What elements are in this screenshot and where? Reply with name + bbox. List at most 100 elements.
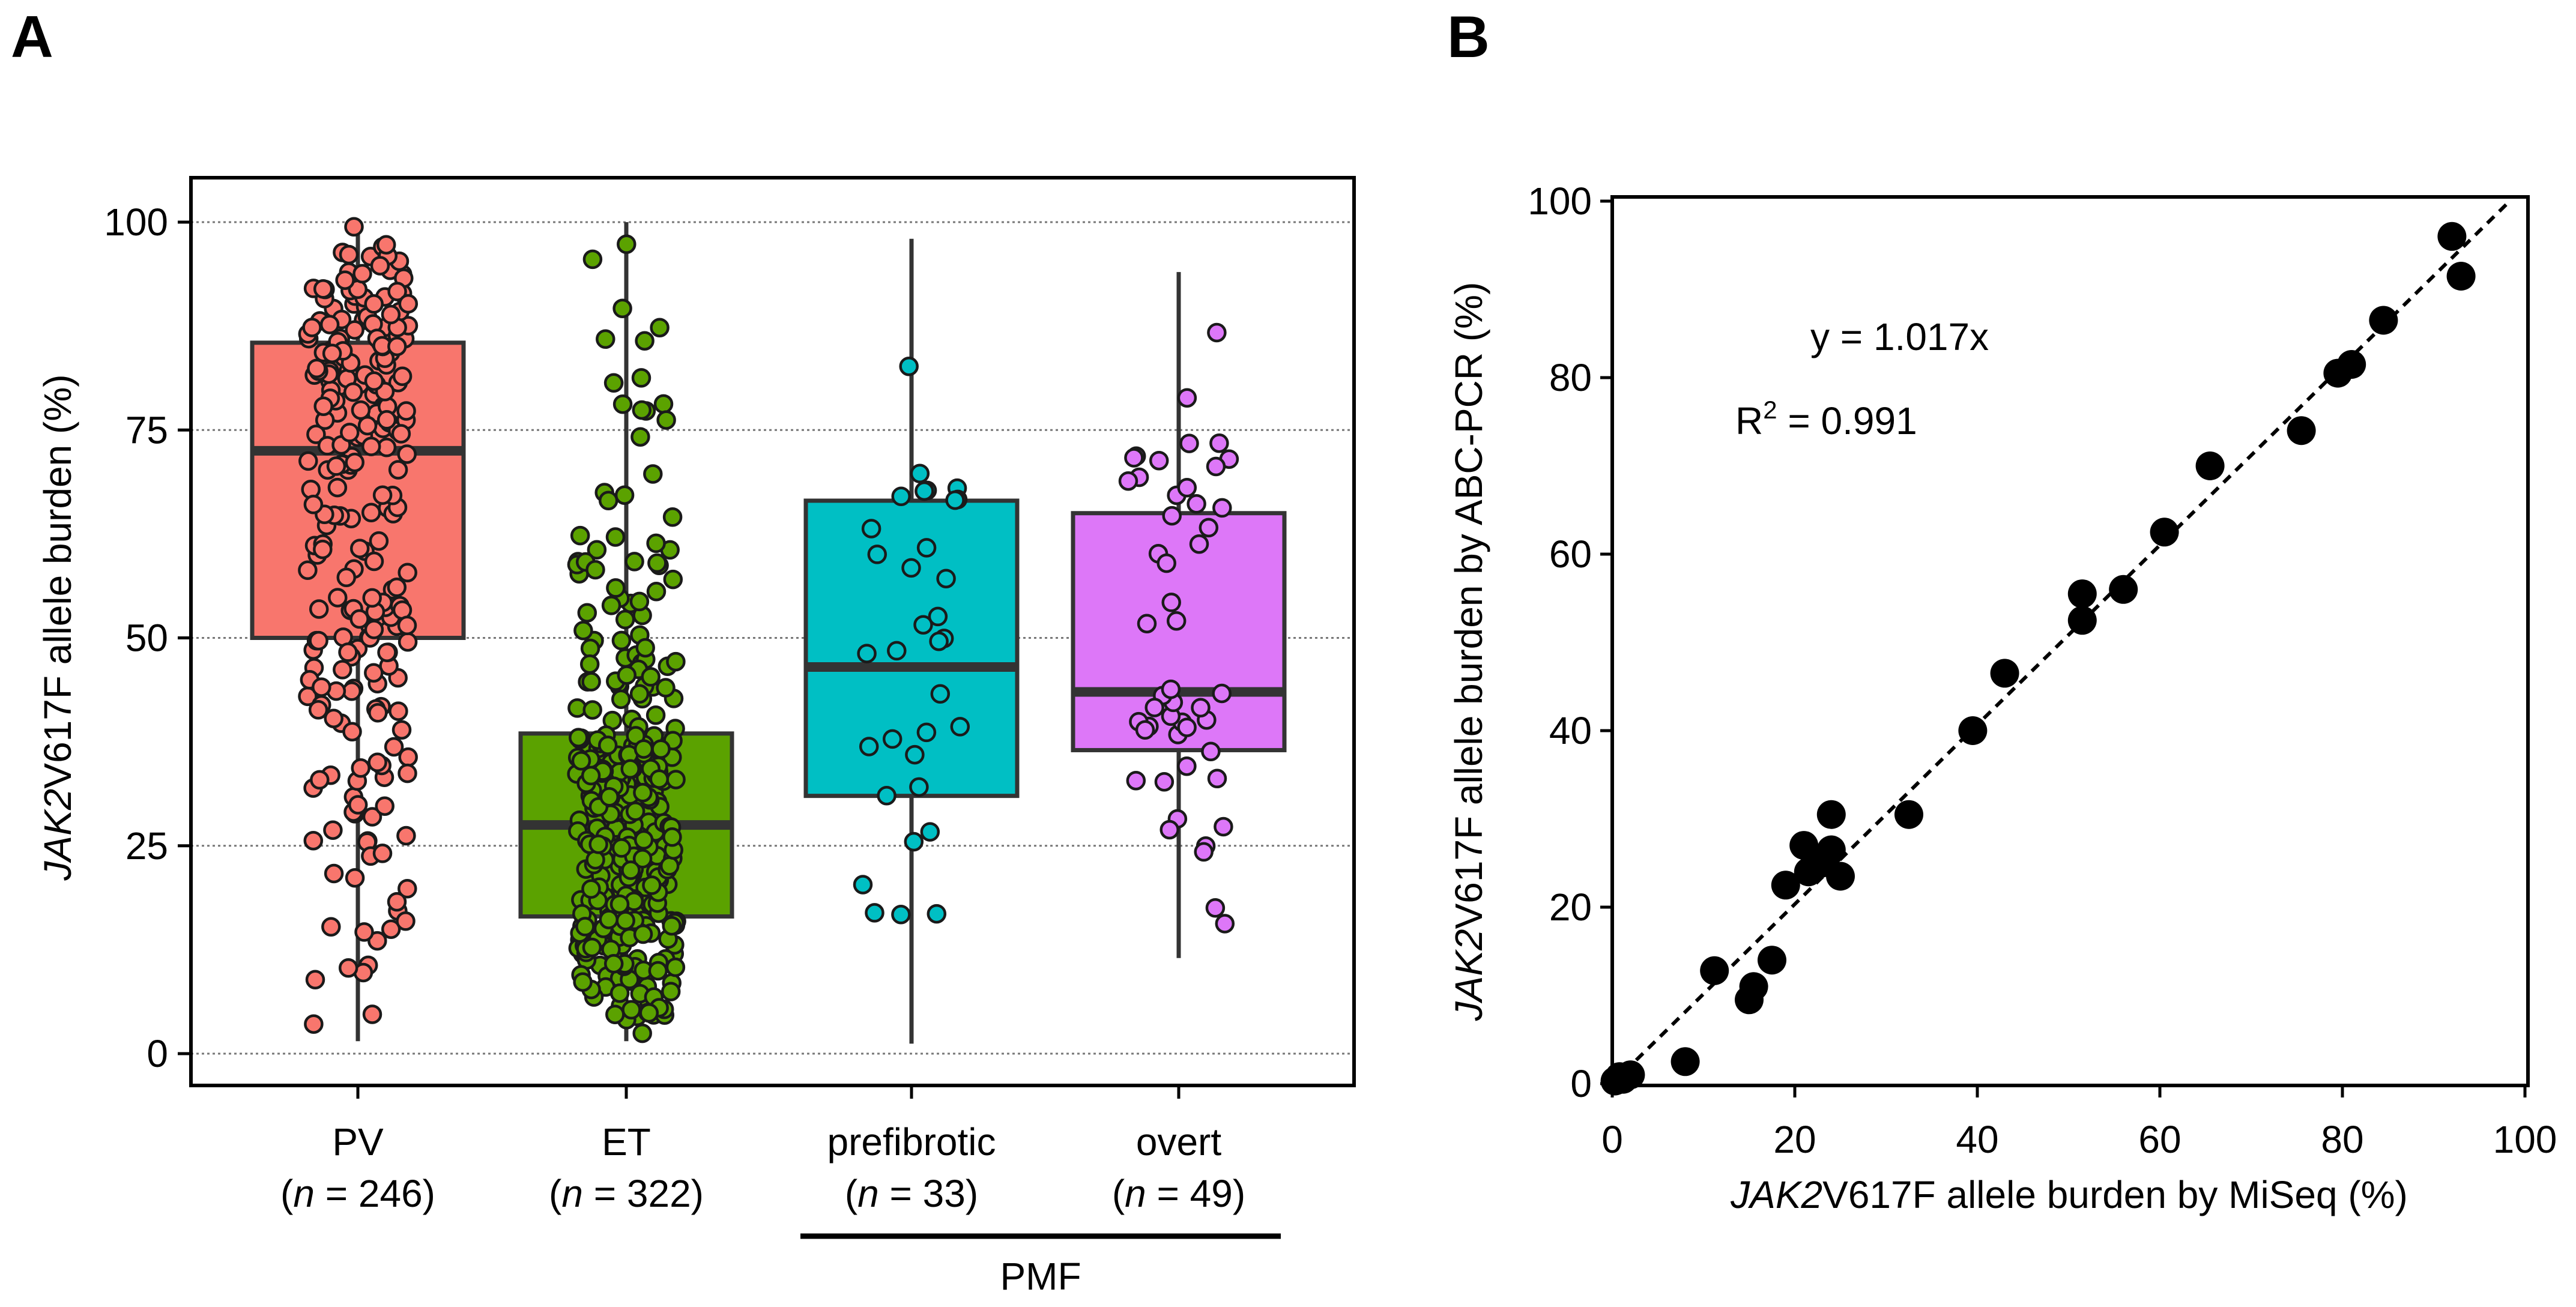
- a-data-point: [372, 844, 393, 863]
- a-data-point: [1194, 842, 1214, 862]
- a-data-point: [609, 894, 630, 914]
- b-x-tick-label: 100: [2493, 1118, 2557, 1161]
- a-data-point: [611, 838, 632, 858]
- a-points-overt: [1118, 322, 1239, 934]
- a-data-point: [312, 677, 331, 697]
- b-data-point: [1670, 1047, 1700, 1076]
- a-data-point: [349, 609, 369, 629]
- a-data-point: [588, 835, 608, 854]
- a-data-point: [1212, 498, 1232, 518]
- a-data-point: [338, 958, 358, 978]
- a-data-point: [581, 765, 601, 786]
- a-data-point: [659, 856, 680, 876]
- a-data-point: [631, 368, 652, 388]
- a-data-point: [899, 356, 919, 376]
- a-data-point: [915, 481, 934, 501]
- a-y-ticks: 0 25 50 75 100: [104, 201, 191, 1075]
- b-data-point: [2287, 416, 2316, 445]
- a-data-point: [598, 491, 618, 511]
- a-data-point: [648, 961, 668, 981]
- a-data-point: [621, 860, 641, 880]
- a-data-point: [389, 701, 408, 721]
- a-data-point: [362, 1004, 382, 1024]
- a-data-point: [605, 527, 626, 547]
- a-data-point: [336, 567, 357, 588]
- a-data-point: [930, 684, 951, 704]
- a-data-point: [612, 394, 633, 414]
- a-data-point: [1189, 534, 1209, 554]
- a-data-point: [585, 560, 605, 580]
- a-data-point: [396, 401, 416, 421]
- a-data-point: [398, 563, 417, 583]
- b-data-point: [2369, 306, 2398, 335]
- b-y-axis-label: JAK2V617F allele burden by ABC-PCR (%): [1447, 282, 1490, 1022]
- a-data-point: [901, 558, 921, 578]
- a-data-point: [569, 728, 588, 747]
- a-x-category-count: (n = 49): [1112, 1172, 1245, 1215]
- a-data-point: [642, 875, 662, 895]
- a-data-point: [599, 910, 619, 929]
- a-data-point: [376, 235, 396, 255]
- a-data-point: [891, 486, 911, 507]
- a-data-point: [913, 615, 933, 635]
- a-data-point: [375, 796, 395, 816]
- a-data-point: [1214, 816, 1233, 837]
- b-data-point: [2446, 262, 2476, 291]
- a-data-point: [904, 832, 924, 852]
- a-data-point: [1206, 456, 1226, 477]
- a-data-point: [629, 591, 650, 612]
- a-data-point: [646, 705, 666, 725]
- a-data-point: [927, 904, 947, 924]
- a-data-point: [603, 373, 624, 393]
- a-data-point: [1207, 768, 1227, 789]
- a-data-point: [611, 630, 632, 651]
- a-data-point: [322, 343, 342, 363]
- a-data-point: [605, 1004, 625, 1024]
- a-data-point: [351, 758, 370, 778]
- a-data-point: [577, 603, 597, 623]
- b-data-point: [1958, 716, 1988, 745]
- a-data-point: [603, 953, 624, 974]
- b-data-point: [1816, 800, 1846, 829]
- a-y-axis-label: JAK2V617F allele burden (%): [36, 374, 79, 881]
- a-data-point: [905, 744, 925, 765]
- a-data-point: [950, 717, 970, 737]
- a-data-point: [345, 452, 364, 472]
- a-data-point: [662, 827, 682, 847]
- a-data-point: [653, 394, 674, 414]
- a-data-point: [302, 318, 322, 337]
- a-data-point: [310, 770, 330, 790]
- a-data-point: [368, 703, 388, 723]
- a-data-point: [632, 400, 652, 420]
- a-data-point: [309, 599, 329, 619]
- a-data-point: [345, 868, 365, 888]
- b-data-point: [2337, 350, 2366, 379]
- b-data-point: [1700, 956, 1729, 985]
- a-y-tick-label: 75: [125, 408, 168, 451]
- b-x-tick-label: 60: [2138, 1118, 2181, 1161]
- a-data-point: [298, 451, 318, 471]
- b-y-tick-label: 100: [1528, 180, 1592, 223]
- a-data-point: [650, 318, 670, 337]
- a-data-point: [916, 538, 937, 558]
- a-data-point: [1177, 478, 1197, 498]
- a-data-point: [1124, 448, 1144, 468]
- a-box-PV: [250, 222, 466, 1042]
- a-data-point: [396, 911, 416, 931]
- a-data-point: [570, 525, 590, 546]
- a-data-point: [391, 424, 411, 444]
- a-data-point: [397, 615, 417, 636]
- a-x-category-count: (n = 246): [280, 1172, 435, 1215]
- a-data-point: [647, 553, 667, 573]
- a-data-point: [641, 667, 661, 687]
- a-data-point: [1187, 494, 1206, 514]
- a-y-tick-label: 25: [125, 824, 168, 868]
- b-data-point: [2195, 451, 2225, 480]
- a-data-point: [614, 485, 635, 505]
- a-data-point: [327, 477, 348, 498]
- a-data-point: [398, 879, 417, 899]
- b-y-tick-label: 0: [1570, 1062, 1592, 1105]
- a-data-point: [853, 875, 873, 895]
- a-data-point: [662, 916, 682, 936]
